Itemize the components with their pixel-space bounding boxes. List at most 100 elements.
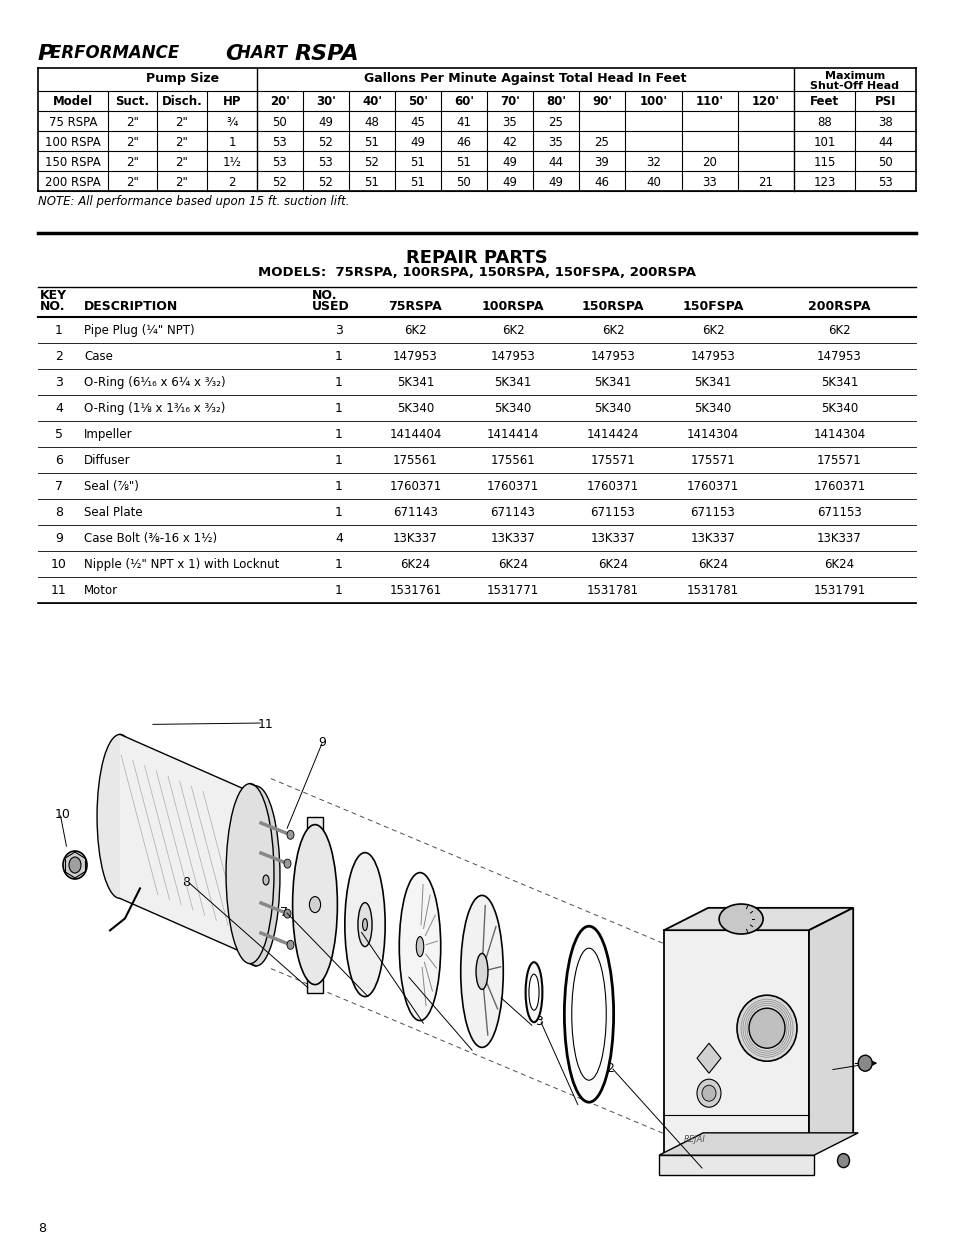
Ellipse shape [97, 735, 143, 898]
Text: 46: 46 [456, 136, 471, 149]
Text: 100RSPA: 100RSPA [481, 300, 543, 312]
Text: 50: 50 [456, 177, 471, 189]
Text: 1760371: 1760371 [813, 480, 864, 493]
Text: 50': 50' [408, 95, 428, 107]
Text: 40': 40' [361, 95, 381, 107]
Text: Maximum: Maximum [824, 70, 884, 82]
Text: 33: 33 [702, 177, 717, 189]
Polygon shape [307, 816, 323, 993]
Text: 44: 44 [548, 156, 563, 169]
Text: 5K341: 5K341 [694, 375, 731, 389]
Text: 123: 123 [813, 177, 835, 189]
Text: MODELS:  75RSPA, 100RSPA, 150RSPA, 150FSPA, 200RSPA: MODELS: 75RSPA, 100RSPA, 150RSPA, 150FSP… [257, 266, 696, 279]
Polygon shape [663, 908, 852, 930]
Text: O-Ring (6¹⁄₁₆ x 6¼ x ³⁄₃₂): O-Ring (6¹⁄₁₆ x 6¼ x ³⁄₃₂) [84, 375, 226, 389]
Text: 175571: 175571 [817, 454, 861, 467]
Text: 49: 49 [502, 177, 517, 189]
Text: 1760371: 1760371 [389, 480, 441, 493]
Text: 4: 4 [55, 403, 63, 415]
Text: 60': 60' [454, 95, 474, 107]
Text: 1760371: 1760371 [686, 480, 739, 493]
Text: 1531781: 1531781 [686, 584, 739, 597]
Text: 150RSPA: 150RSPA [581, 300, 643, 312]
Text: 115: 115 [813, 156, 835, 169]
Text: 175571: 175571 [590, 454, 635, 467]
Text: 1531781: 1531781 [586, 584, 639, 597]
Ellipse shape [287, 830, 294, 840]
Ellipse shape [284, 909, 291, 918]
Text: 51: 51 [410, 156, 425, 169]
Text: 1: 1 [335, 375, 342, 389]
Text: 2": 2" [175, 177, 189, 189]
Text: 51: 51 [410, 177, 425, 189]
Text: Pump Size: Pump Size [146, 72, 219, 85]
Text: 671153: 671153 [817, 506, 861, 519]
Text: 6K2: 6K2 [701, 324, 723, 337]
Text: 5K340: 5K340 [396, 403, 434, 415]
Text: 53: 53 [318, 156, 333, 169]
Text: 6K2: 6K2 [501, 324, 524, 337]
Text: Seal (⅞"): Seal (⅞") [84, 480, 139, 493]
Text: 1: 1 [335, 506, 342, 519]
Text: 2: 2 [55, 350, 63, 363]
Text: 671143: 671143 [490, 506, 535, 519]
Text: 1531771: 1531771 [486, 584, 538, 597]
Text: 1: 1 [335, 480, 342, 493]
Text: Nipple (½" NPT x 1) with Locknut: Nipple (½" NPT x 1) with Locknut [84, 558, 279, 571]
Text: 671153: 671153 [590, 506, 635, 519]
Text: 4: 4 [335, 532, 342, 545]
Ellipse shape [476, 953, 487, 989]
Text: 200 RSPA: 200 RSPA [45, 177, 101, 189]
Text: 5K340: 5K340 [694, 403, 731, 415]
Text: 42: 42 [502, 136, 517, 149]
Text: 147953: 147953 [590, 350, 635, 363]
Polygon shape [808, 908, 852, 1155]
Text: 6: 6 [401, 969, 410, 983]
Text: RSPA: RSPA [294, 44, 359, 64]
Text: 8: 8 [55, 506, 63, 519]
Text: 1414304: 1414304 [813, 429, 864, 441]
Text: 1414404: 1414404 [389, 429, 441, 441]
Text: Seal Plate: Seal Plate [84, 506, 143, 519]
Ellipse shape [571, 948, 605, 1081]
Text: 7: 7 [280, 906, 288, 919]
Text: 52: 52 [273, 177, 287, 189]
Ellipse shape [293, 825, 337, 984]
Text: 6K2: 6K2 [827, 324, 850, 337]
Text: 2": 2" [126, 156, 139, 169]
Text: 13K337: 13K337 [817, 532, 861, 545]
Text: 1: 1 [335, 584, 342, 597]
Text: 88: 88 [817, 116, 831, 128]
Text: 13K337: 13K337 [590, 532, 635, 545]
Text: Case: Case [84, 350, 112, 363]
Text: 49: 49 [318, 116, 334, 128]
Text: Gallons Per Minute Against Total Head In Feet: Gallons Per Minute Against Total Head In… [364, 72, 686, 85]
Text: 10: 10 [55, 808, 71, 821]
Text: 150 RSPA: 150 RSPA [45, 156, 101, 169]
Text: 20': 20' [270, 95, 290, 107]
Text: 1: 1 [335, 558, 342, 571]
Ellipse shape [748, 1008, 784, 1049]
Text: 1: 1 [824, 1065, 832, 1078]
Text: 1760371: 1760371 [486, 480, 538, 493]
Text: 2": 2" [126, 136, 139, 149]
Text: 6K2: 6K2 [601, 324, 623, 337]
Text: 1: 1 [335, 350, 342, 363]
Text: REPAIR PARTS: REPAIR PARTS [406, 249, 547, 267]
Ellipse shape [63, 851, 87, 879]
Text: 2": 2" [175, 116, 189, 128]
Text: Motor: Motor [84, 584, 118, 597]
Text: Impeller: Impeller [84, 429, 132, 441]
Text: 6K24: 6K24 [598, 558, 627, 571]
Polygon shape [659, 1155, 813, 1176]
Ellipse shape [226, 783, 274, 963]
Text: 5K340: 5K340 [494, 403, 531, 415]
Ellipse shape [227, 792, 273, 956]
Text: 2": 2" [175, 156, 189, 169]
Text: 7: 7 [55, 480, 63, 493]
Text: 50: 50 [877, 156, 892, 169]
Text: 120': 120' [751, 95, 780, 107]
Text: ERFORMANCE: ERFORMANCE [50, 44, 185, 62]
Text: 13K337: 13K337 [690, 532, 735, 545]
Text: Model: Model [52, 95, 93, 107]
